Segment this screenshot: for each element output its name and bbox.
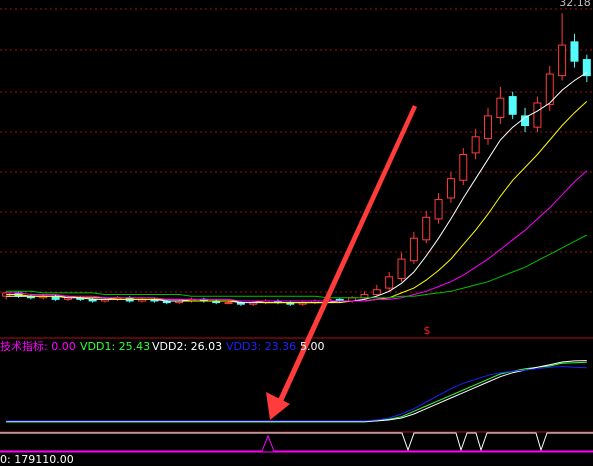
line-series xyxy=(6,234,588,299)
candle-body xyxy=(533,102,542,128)
plot xyxy=(2,13,591,423)
arrow-head xyxy=(266,392,290,420)
price-grid xyxy=(0,8,593,293)
candle-body xyxy=(385,276,394,289)
line-series xyxy=(6,360,587,422)
candle-body xyxy=(508,96,517,115)
candle-body xyxy=(224,302,233,305)
candle-body xyxy=(496,97,505,118)
candle-body xyxy=(434,199,443,220)
line-series xyxy=(6,170,588,302)
signal-line xyxy=(0,432,593,452)
legend-item: 5.00 xyxy=(300,340,325,353)
legend-item: VDD3: 23.36 xyxy=(226,340,296,353)
candle-body xyxy=(397,258,406,279)
annotation-arrow xyxy=(266,105,417,420)
line-series xyxy=(6,365,587,422)
candle-body xyxy=(446,178,455,199)
legend-item: VDD2: 26.03 xyxy=(152,340,222,353)
volume-label: 0: 179110.00 xyxy=(0,453,74,466)
marker: $ xyxy=(424,324,431,337)
candle-body xyxy=(360,294,369,299)
candle-body xyxy=(545,73,554,106)
candle-body xyxy=(570,41,579,62)
arrow-shaft xyxy=(276,105,417,406)
candle-body xyxy=(471,136,480,154)
legend-item: VDD1: 25.43 xyxy=(80,340,150,353)
candle-body xyxy=(409,237,418,262)
candle-body xyxy=(558,44,567,77)
candle-body xyxy=(459,154,468,181)
legend-item: 技术指标: 0.00 xyxy=(0,339,76,353)
candle-body xyxy=(483,115,492,139)
candle-body xyxy=(422,216,431,241)
candle-body xyxy=(582,59,591,77)
price-label: 32.18 xyxy=(559,0,591,9)
candle-body xyxy=(372,289,381,296)
signal-line xyxy=(0,434,593,452)
